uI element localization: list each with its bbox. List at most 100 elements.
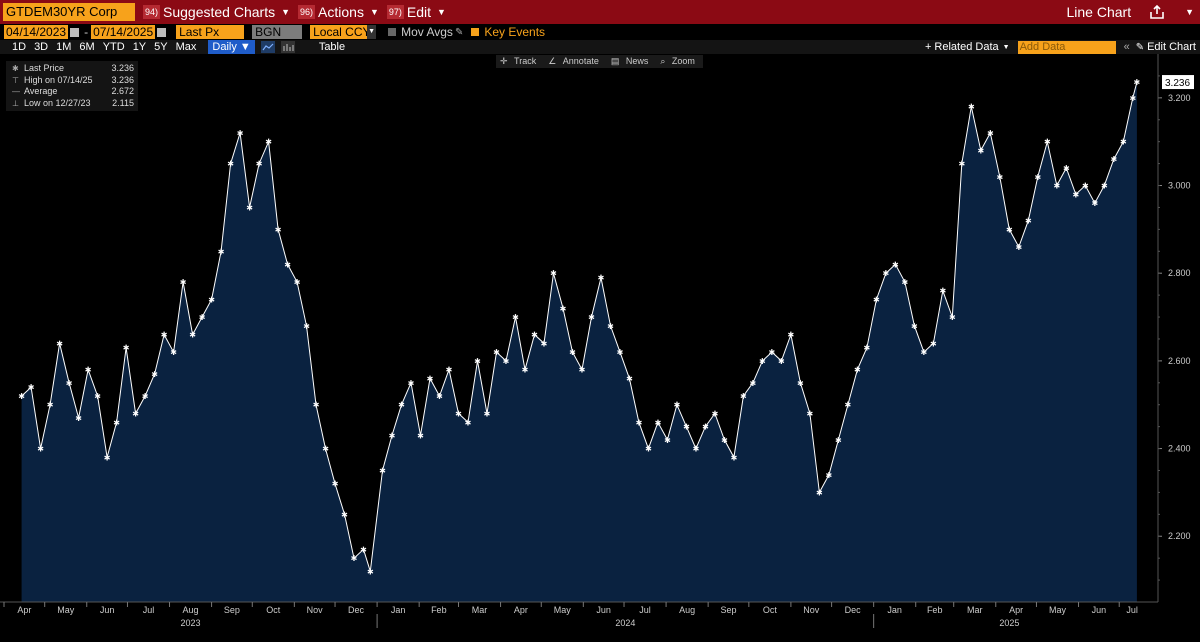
x-tick-label: Apr (1009, 605, 1023, 615)
legend-key: ⊥ Low on 12/27/23 (10, 98, 91, 110)
data-point-79: ✱ (769, 348, 776, 357)
data-point-111: ✱ (1072, 190, 1079, 199)
data-point-71: ✱ (693, 445, 700, 454)
date-separator: - (84, 25, 89, 39)
source-field[interactable]: BGN (252, 25, 303, 39)
table-button[interactable]: Table (318, 41, 346, 53)
suggested-charts-menu[interactable]: 94) Suggested Charts ▼ (143, 3, 290, 21)
series-area (21, 82, 1137, 603)
x-tick-label: May (1049, 605, 1067, 615)
calendar-icon[interactable] (157, 27, 167, 37)
mov-avgs-label[interactable]: Mov Avgs (401, 25, 453, 39)
data-point-69: ✱ (674, 401, 681, 410)
star-icon: ✱ (12, 64, 19, 73)
frequency-dropdown[interactable]: Daily ▼ (208, 40, 255, 54)
edit-pencil-icon[interactable]: ✎ (1135, 41, 1145, 53)
x-tick-label: Jul (143, 605, 155, 615)
data-point-39: ✱ (389, 431, 396, 440)
zoom-tool[interactable]: ⌕ Zoom (660, 56, 695, 66)
x-tick-label: May (554, 605, 572, 615)
end-date-field[interactable]: 07/14/2025 (91, 25, 156, 39)
line-style-icon[interactable] (260, 41, 275, 53)
chart-legend[interactable]: ✱ Last Price 3.236 ⊤ High on 07/14/25 3.23… (6, 61, 138, 111)
x-tick-label: Sep (224, 605, 240, 615)
x-tick-label: Oct (266, 605, 281, 615)
data-point-3: ✱ (47, 401, 54, 410)
data-point-32: ✱ (322, 445, 329, 454)
data-point-57: ✱ (560, 304, 567, 313)
key-events-checkbox[interactable] (471, 28, 480, 36)
caret-down-icon[interactable]: ▼ (1185, 7, 1194, 17)
dropdown-icon[interactable]: ▼ (367, 25, 377, 39)
data-point-30: ✱ (303, 322, 310, 331)
data-point-27: ✱ (275, 225, 282, 234)
range-max[interactable]: Max (175, 41, 197, 53)
data-point-14: ✱ (151, 370, 158, 379)
data-point-59: ✱ (579, 366, 586, 375)
year-label: 2025 (999, 618, 1019, 628)
pencil-icon[interactable]: ✎ (454, 26, 464, 38)
range-3d[interactable]: 3D (34, 41, 49, 53)
top-menu-bar: GTDEM30YR Corp 94) Suggested Charts ▼ 96… (0, 0, 1200, 24)
range-1y[interactable]: 1Y (132, 41, 147, 53)
legend-value: 2.672 (111, 86, 134, 96)
data-point-64: ✱ (626, 374, 633, 383)
y-tick-label: 2.800 (1168, 268, 1191, 278)
data-point-91: ✱ (883, 269, 890, 278)
add-data-input[interactable]: Add Data (1017, 40, 1116, 54)
data-point-113: ✱ (1091, 199, 1098, 208)
data-point-4: ✱ (56, 339, 63, 348)
price-field[interactable]: Last Px (176, 25, 245, 39)
y-tick-label: 3.000 (1168, 181, 1191, 191)
currency-field[interactable]: Local CCY ▼ (310, 25, 377, 39)
y-tick-label: 2.600 (1168, 356, 1191, 366)
share-icon[interactable] (1149, 4, 1165, 20)
chart-tools: ✛ Track ∠ Annotate ▤ News ⌕ Zoom (496, 55, 703, 68)
data-point-67: ✱ (655, 418, 662, 427)
related-data-button[interactable]: + Related Data (924, 41, 999, 53)
range-ytd[interactable]: YTD (102, 41, 125, 53)
ticker-field[interactable]: GTDEM30YR Corp (3, 3, 135, 21)
range-1m[interactable]: 1M (56, 41, 72, 53)
price-chart[interactable]: ✱ ✱ ✱ ✱ ✱ ✱ ✱ ✱ ✱ ✱ ✱ ✱ ✱ ✱ ✱ ✱ ✱ ✱ ✱ ✱ ✱ ✱ ✱ ✱ ✱ ✱ ✱ ✱ ✱ ✱ ✱ ✱ ✱ ✱ ✱ ✱ ✱ ✱ ✱ ✱… (0, 54, 1200, 642)
edit-menu[interactable]: 97) Edit ▼ (386, 3, 446, 21)
data-point-21: ✱ (218, 247, 225, 256)
menu-number: 96) (298, 5, 316, 19)
track-tool[interactable]: ✛ Track (500, 56, 537, 66)
data-point-5: ✱ (66, 379, 73, 388)
x-tick-label: Feb (431, 605, 447, 615)
annotate-tool[interactable]: ∠ Annotate (548, 56, 599, 66)
edit-chart-button[interactable]: Edit Chart (1147, 41, 1196, 53)
data-point-36: ✱ (360, 545, 367, 554)
data-point-48: ✱ (474, 357, 481, 366)
collapse-icon[interactable]: « (1123, 41, 1130, 53)
range-1d[interactable]: 1D (12, 41, 27, 53)
data-point-33: ✱ (332, 480, 339, 489)
caret-down-icon[interactable]: ▼ (1002, 43, 1010, 51)
key-events-label[interactable]: Key Events (484, 25, 546, 39)
start-date-field[interactable]: 04/14/2023 (4, 25, 69, 39)
chart-type-label[interactable]: Line Chart (1066, 4, 1132, 20)
news-tool[interactable]: ▤ News (610, 56, 649, 66)
data-point-73: ✱ (712, 409, 719, 418)
menu-label: Edit (406, 4, 432, 20)
mov-avgs-checkbox[interactable] (388, 28, 397, 36)
data-point-60: ✱ (588, 313, 595, 322)
data-point-22: ✱ (227, 160, 234, 169)
last-value-badge: 3.236 (1162, 75, 1194, 90)
range-6m[interactable]: 6M (79, 41, 95, 53)
range-5y[interactable]: 5Y (154, 41, 168, 53)
data-point-102: ✱ (987, 129, 994, 138)
calendar-icon[interactable] (70, 27, 80, 37)
data-point-97: ✱ (939, 287, 946, 296)
y-tick-label: 2.400 (1168, 444, 1191, 454)
legend-key: ⊤ High on 07/14/25 (10, 75, 93, 87)
menu-number: 97) (386, 5, 404, 19)
y-axis-ticks: 3.200 3.000 2.800 2.600 2.400 2.200 (1158, 75, 1191, 581)
bar-style-icon[interactable] (280, 41, 295, 53)
data-point-15: ✱ (161, 331, 168, 340)
data-point-93: ✱ (902, 278, 909, 287)
data-point-23: ✱ (237, 129, 244, 138)
actions-menu[interactable]: 96) Actions ▼ (298, 3, 379, 21)
data-point-26: ✱ (265, 138, 272, 147)
